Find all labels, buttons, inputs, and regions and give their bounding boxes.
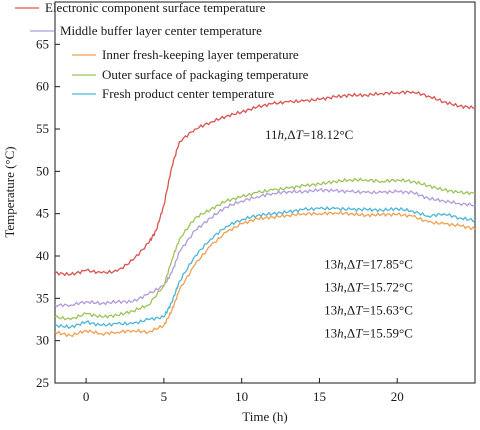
- x-axis-title: Time (h): [242, 409, 287, 424]
- series-line-5: [54, 206, 476, 329]
- annotations: 11h,ΔT=18.12°C 13h,ΔT=17.85°C 13h,ΔT=15.72…: [265, 127, 413, 340]
- plot-area: 25 30 35 40 45 50 55 60 65 0 5 10 15 20: [36, 1, 476, 404]
- legend-label: Middle buffer layer center temperature: [60, 23, 262, 38]
- x-tick-label: 10: [235, 389, 248, 404]
- x-tick-label: 15: [313, 389, 326, 404]
- delta-t-annotation: 13h,ΔT=15.63°C: [324, 302, 413, 317]
- series-layer: [54, 90, 476, 338]
- y-tick-label: 40: [36, 248, 49, 263]
- x-tick-label: 20: [391, 389, 404, 404]
- legend-label: Outer surface of packaging temperature: [102, 67, 309, 82]
- axis-ticks: 25 30 35 40 45 50 55 60 65 0 5 10 15 20: [36, 36, 404, 404]
- legend-label: Inner fresh-keeping layer temperature: [102, 47, 299, 62]
- y-tick-label: 25: [36, 375, 49, 390]
- delta-t-annotation: 13h,ΔT=15.72°C: [324, 280, 413, 295]
- y-tick-label: 65: [36, 36, 49, 51]
- plot-frame: [54, 1, 476, 384]
- series-line-2: [54, 187, 476, 308]
- delta-t-annotation: 11h,ΔT=18.12°C: [265, 127, 353, 142]
- y-tick-label: 50: [36, 163, 49, 178]
- legend: Electronic component surface temperature…: [15, 0, 309, 101]
- series-line-4: [54, 177, 476, 321]
- x-tick-label: 5: [161, 389, 168, 404]
- series-line-3: [54, 210, 476, 338]
- y-tick-label: 55: [36, 121, 49, 136]
- y-tick-label: 35: [36, 290, 49, 305]
- y-tick-label: 60: [36, 79, 49, 94]
- delta-t-annotation: 13h,ΔT=17.85°C: [324, 257, 413, 272]
- delta-t-annotation: 13h,ΔT=15.59°C: [324, 325, 413, 340]
- y-tick-label: 45: [36, 206, 49, 221]
- y-tick-label: 30: [36, 333, 49, 348]
- x-tick-label: 0: [83, 389, 90, 404]
- series-line-1: [54, 90, 476, 277]
- legend-label: Fresh product center temperature: [102, 86, 274, 101]
- y-axis-title: Temperature (°C): [2, 146, 17, 237]
- legend-label: Electronic component surface temperature: [45, 0, 266, 15]
